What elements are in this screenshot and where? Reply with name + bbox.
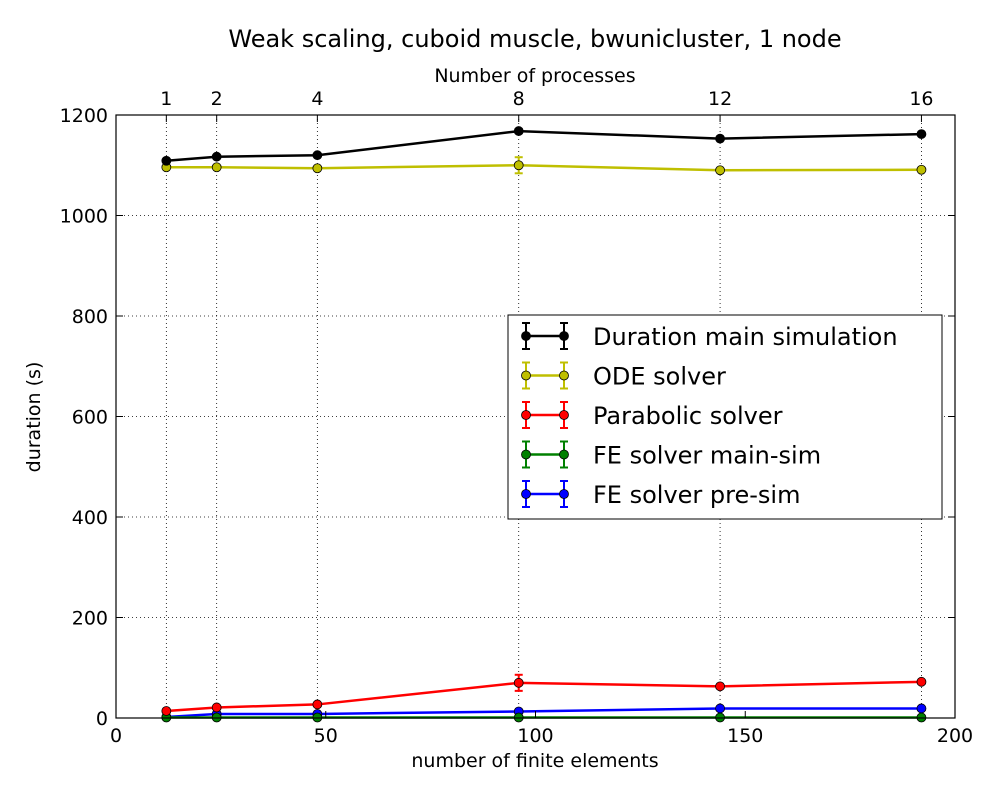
y-tick-label: 1200 [60,105,108,127]
legend-marker [559,449,569,460]
legend-marker [521,449,531,460]
data-point [211,151,222,162]
data-point [513,160,524,171]
series-line [166,129,922,162]
legend-label: FE solver main-sim [593,442,821,470]
y-tick-label: 800 [72,306,108,328]
data-point [916,129,927,139]
data-point [161,706,172,716]
legend-marker [521,410,531,420]
data-point [715,703,725,714]
legend-marker [559,331,569,341]
top-tick-label: 4 [311,88,323,110]
legend-marker [559,489,569,499]
data-point [715,133,725,144]
data-point [312,163,323,174]
data-point [211,702,222,713]
legend-marker [521,331,531,341]
top-tick-label: 8 [513,88,525,110]
legend-label: FE solver pre-sim [593,481,800,509]
legend-label: Duration main simulation [593,323,898,351]
legend-marker [559,410,569,420]
y-tick-label: 600 [72,407,108,429]
series-line [166,680,922,713]
x-tick-label: 200 [937,725,973,747]
top-tick-label: 12 [708,88,732,110]
series-line [166,163,922,172]
top-axis-label: Number of processes [434,65,635,87]
x-tick-label: 150 [727,725,763,747]
legend: Duration main simulation ODE solver Parabo… [507,314,943,520]
legend-box [507,314,943,520]
y-tick-label: 1000 [60,206,108,228]
x-tick-label: 100 [517,725,553,747]
data-point [312,150,323,161]
data-point [211,162,222,173]
legend-marker [521,489,531,499]
legend-marker [559,370,569,381]
x-tick-label: 50 [314,725,338,747]
data-point [916,703,927,714]
data-point [715,681,725,692]
data-point [715,165,725,176]
top-tick-label: 1 [160,88,172,110]
y-tick-label: 200 [72,608,108,630]
data-point [916,164,927,175]
gridlines [116,114,955,719]
legend-label: ODE solver [593,363,726,391]
series-line [166,707,922,719]
data-point [916,676,927,687]
x-tick-label: 0 [110,725,122,747]
y-tick-label: 400 [72,507,108,529]
top-tick-label: 2 [211,88,223,110]
y-axis-label: duration (s) [23,362,45,473]
data-point [312,699,323,710]
chart-title: Weak scaling, cuboid muscle, bwunicluste… [228,25,841,53]
y-tick-label: 0 [96,708,108,730]
data-point [161,155,172,166]
legend-marker [521,370,531,381]
data-point [513,677,524,688]
data-point [513,126,524,136]
series-layer [161,126,927,723]
top-tick-label: 16 [909,88,933,110]
legend-label: Parabolic solver [593,402,783,430]
x-axis-label: number of finite elements [411,750,658,772]
